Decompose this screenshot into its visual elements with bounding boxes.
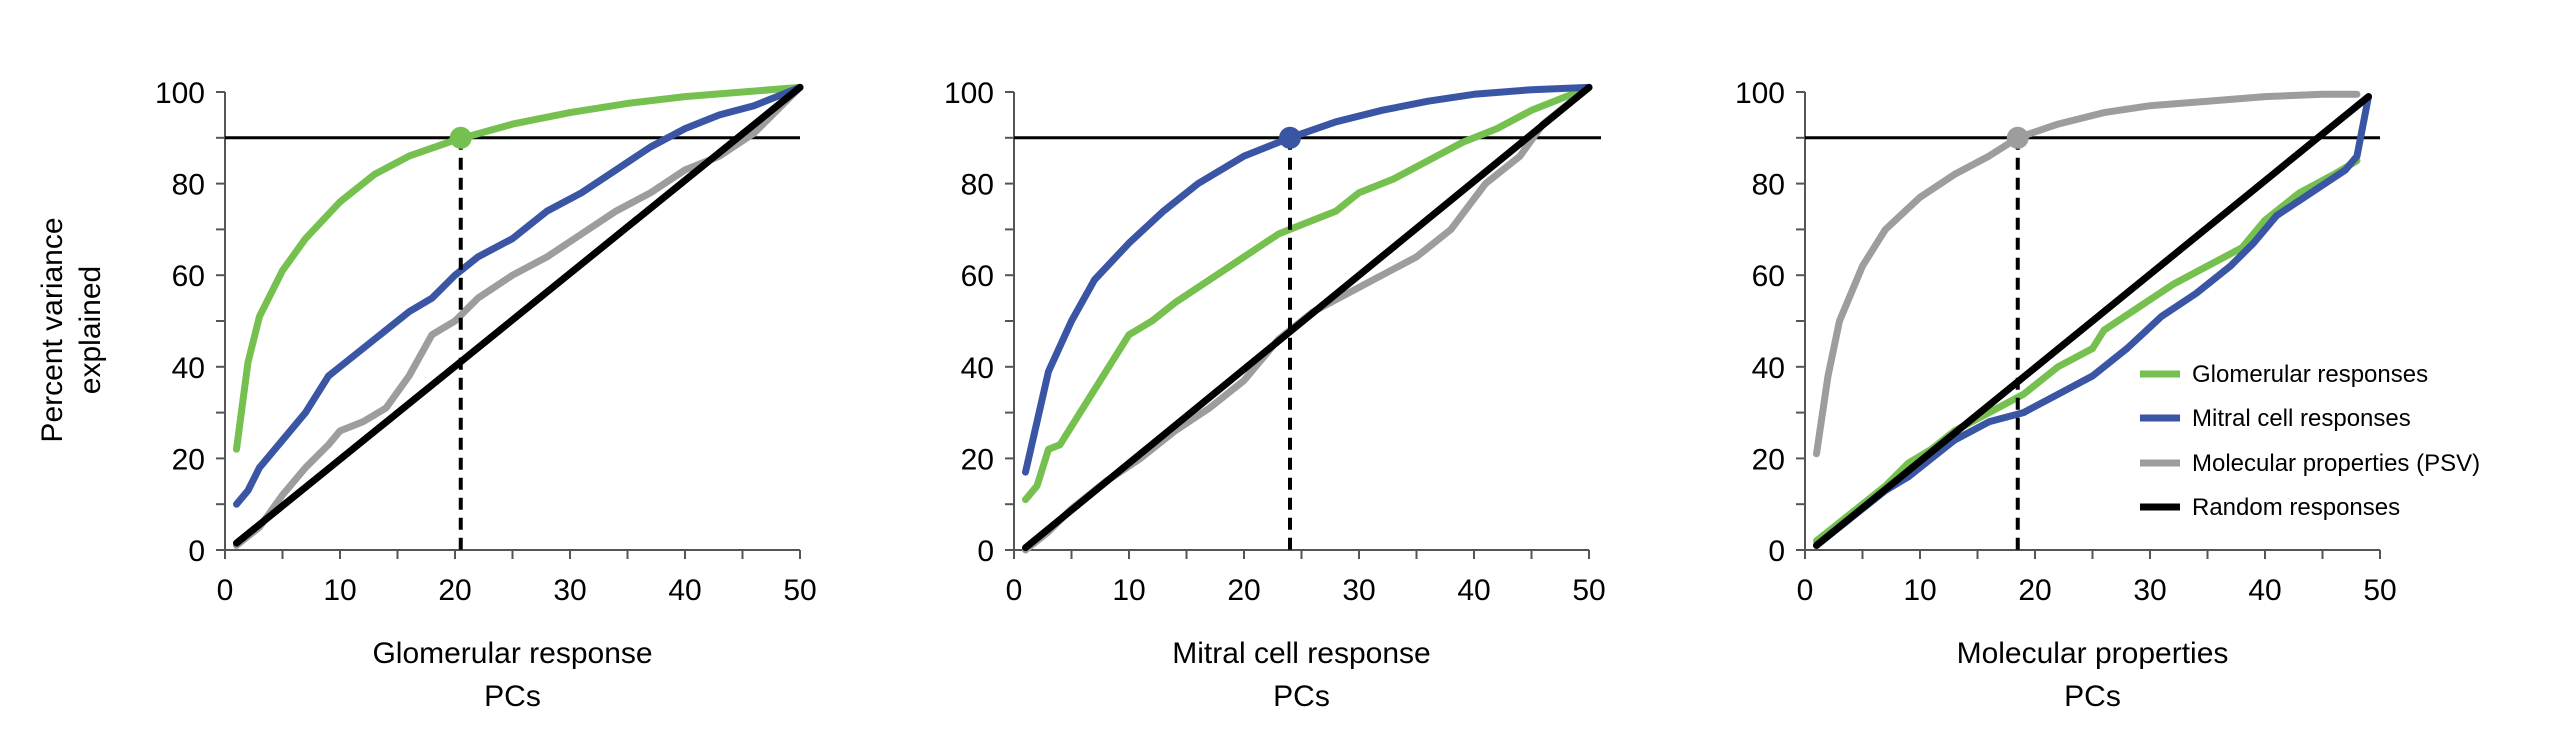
x-tick-label: 50	[783, 574, 816, 607]
legend-label-mitral: Mitral cell responses	[2192, 405, 2411, 432]
y-tick-label: 0	[188, 535, 205, 568]
series-line-mitral-cell-responses	[1022, 83, 1593, 476]
x-tick-label: 40	[668, 574, 701, 607]
x-tick-label: 40	[2248, 574, 2281, 607]
series-line-random-responses	[233, 83, 804, 547]
threshold-marker	[1279, 126, 1301, 149]
y-tick-label: 0	[977, 535, 994, 568]
panel-2: 0 20 40 60 80 100 0 10 20 30 40 50 Mitral cell respo…	[944, 77, 1606, 713]
series-line-molecular-properties-psv	[233, 83, 804, 549]
x-axis-label-units: PCs	[2064, 680, 2121, 713]
y-tick-label: 80	[1752, 169, 1785, 202]
x-tick-label: 10	[1903, 574, 1936, 607]
panel-3: 0 20 40 60 80 100 0 10 20 30 40 50 Molecular propert…	[1735, 77, 2397, 713]
y-tick-label: 80	[172, 169, 205, 202]
y-tick-label: 60	[172, 260, 205, 293]
legend-label-molecular: Molecular properties (PSV)	[2192, 450, 2480, 477]
y-axis-label-line1: Percent variance	[36, 217, 69, 442]
x-tick-label: 0	[1797, 574, 1814, 607]
y-tick-label: 20	[961, 443, 994, 476]
y-tick-label: 100	[1735, 77, 1785, 110]
legend-label-glomerular: Glomerular responses	[2192, 361, 2428, 388]
series-line-molecular-properties-psv	[1813, 90, 2361, 458]
legend-label-random: Random responses	[2192, 494, 2400, 521]
series-line-random-responses	[1813, 93, 2372, 549]
x-tick-label: 0	[1006, 574, 1023, 607]
x-tick-label: 0	[217, 574, 234, 607]
y-tick-label: 20	[172, 443, 205, 476]
y-axis-label-line2: explained	[74, 266, 107, 394]
x-tick-label: 10	[323, 574, 356, 607]
x-tick-label: 40	[1457, 574, 1490, 607]
x-tick-label: 20	[1227, 574, 1260, 607]
x-tick-label: 50	[2363, 574, 2396, 607]
y-tick-label: 20	[1752, 443, 1785, 476]
x-axis-label: Molecular properties	[1957, 637, 2229, 670]
x-tick-label: 50	[1572, 574, 1605, 607]
y-tick-label: 40	[172, 352, 205, 385]
panel-1: 0 20 40 60 80 100 0 10 20 30 40 50 Glomerular respon…	[155, 77, 817, 713]
x-tick-label: 30	[2133, 574, 2166, 607]
x-tick-label: 10	[1112, 574, 1145, 607]
x-tick-label: 20	[2018, 574, 2051, 607]
y-tick-label: 100	[944, 77, 994, 110]
series-line-mitral-cell-responses	[233, 83, 804, 508]
x-tick-label: 20	[438, 574, 471, 607]
x-tick-label: 30	[553, 574, 586, 607]
x-axis-label: Mitral cell response	[1172, 637, 1430, 670]
x-axis-label-units: PCs	[484, 680, 541, 713]
x-tick-label: 30	[1342, 574, 1375, 607]
y-tick-label: 100	[155, 77, 205, 110]
series-line-glomerular-responses	[233, 83, 804, 453]
threshold-marker	[449, 126, 472, 149]
y-tick-label: 60	[1752, 260, 1785, 293]
y-tick-label: 40	[961, 352, 994, 385]
series-line-random-responses	[1022, 83, 1593, 552]
y-tick-label: 80	[961, 169, 994, 202]
y-tick-label: 0	[1768, 535, 1785, 568]
legend: Glomerular responses Mitral cell respons…	[2140, 361, 2480, 521]
y-tick-label: 60	[961, 260, 994, 293]
x-axis-label: Glomerular response	[372, 637, 652, 670]
series-line-glomerular-responses	[1022, 83, 1593, 504]
x-axis-label-units: PCs	[1273, 680, 1330, 713]
y-tick-label: 40	[1752, 352, 1785, 385]
threshold-marker	[2006, 126, 2029, 149]
